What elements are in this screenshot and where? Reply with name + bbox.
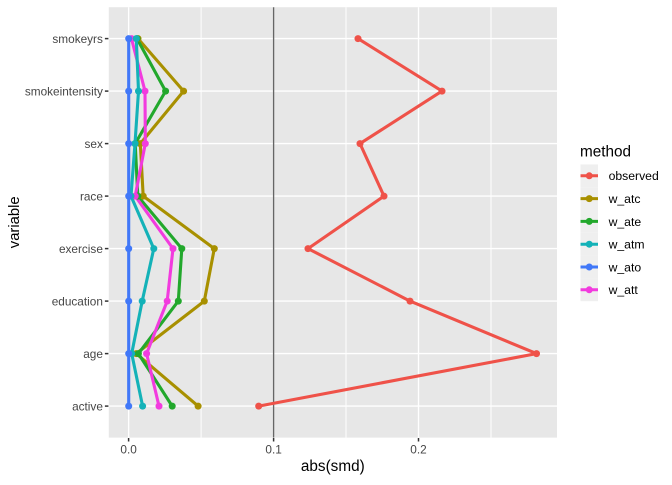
svg-text:active: active [72,399,103,413]
svg-text:age: age [83,347,103,361]
svg-text:w_ate: w_ate [608,215,642,229]
svg-text:smokeintensity: smokeintensity [25,84,103,98]
svg-text:w_att: w_att [608,283,639,297]
svg-text:w_atm: w_atm [608,238,645,252]
svg-text:0.0: 0.0 [120,443,137,457]
svg-text:w_ato: w_ato [608,260,642,274]
svg-text:abs(smd): abs(smd) [301,458,365,475]
svg-text:method: method [580,143,631,160]
svg-text:variable: variable [7,196,23,248]
svg-text:w_atc: w_atc [608,192,641,206]
svg-text:0.2: 0.2 [410,443,426,457]
svg-text:smokeyrs: smokeyrs [52,32,103,46]
svg-text:0.1: 0.1 [265,443,281,457]
svg-text:race: race [80,189,103,203]
svg-text:sex: sex [85,137,103,151]
svg-text:exercise: exercise [59,242,103,256]
svg-text:education: education [52,294,103,308]
svg-text:observed: observed [609,169,659,183]
